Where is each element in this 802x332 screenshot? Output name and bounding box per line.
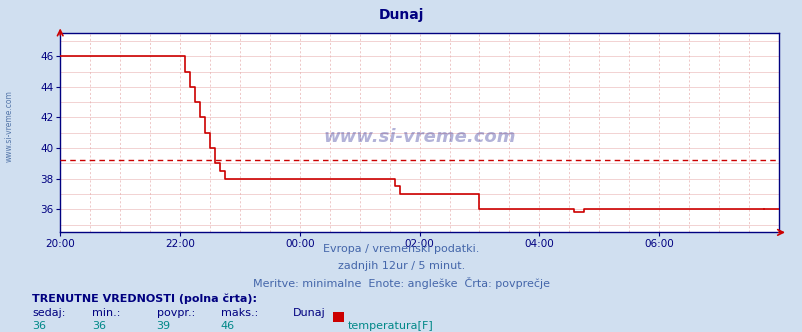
- Text: sedaj:: sedaj:: [32, 308, 66, 318]
- Text: maks.:: maks.:: [221, 308, 257, 318]
- Text: Dunaj: Dunaj: [293, 308, 326, 318]
- Text: 39: 39: [156, 321, 171, 331]
- Text: 36: 36: [92, 321, 106, 331]
- Text: temperatura[F]: temperatura[F]: [347, 321, 433, 331]
- Text: povpr.:: povpr.:: [156, 308, 195, 318]
- Text: www.si-vreme.com: www.si-vreme.com: [5, 90, 14, 162]
- Text: Evropa / vremenski podatki.: Evropa / vremenski podatki.: [323, 244, 479, 254]
- Text: 46: 46: [221, 321, 235, 331]
- Text: Dunaj: Dunaj: [379, 8, 423, 22]
- Text: zadnjih 12ur / 5 minut.: zadnjih 12ur / 5 minut.: [338, 261, 464, 271]
- Text: min.:: min.:: [92, 308, 120, 318]
- Text: 36: 36: [32, 321, 46, 331]
- Text: Meritve: minimalne  Enote: angleške  Črta: povprečje: Meritve: minimalne Enote: angleške Črta:…: [253, 277, 549, 289]
- Text: TRENUTNE VREDNOSTI (polna črta):: TRENUTNE VREDNOSTI (polna črta):: [32, 294, 257, 304]
- Text: www.si-vreme.com: www.si-vreme.com: [323, 128, 515, 146]
